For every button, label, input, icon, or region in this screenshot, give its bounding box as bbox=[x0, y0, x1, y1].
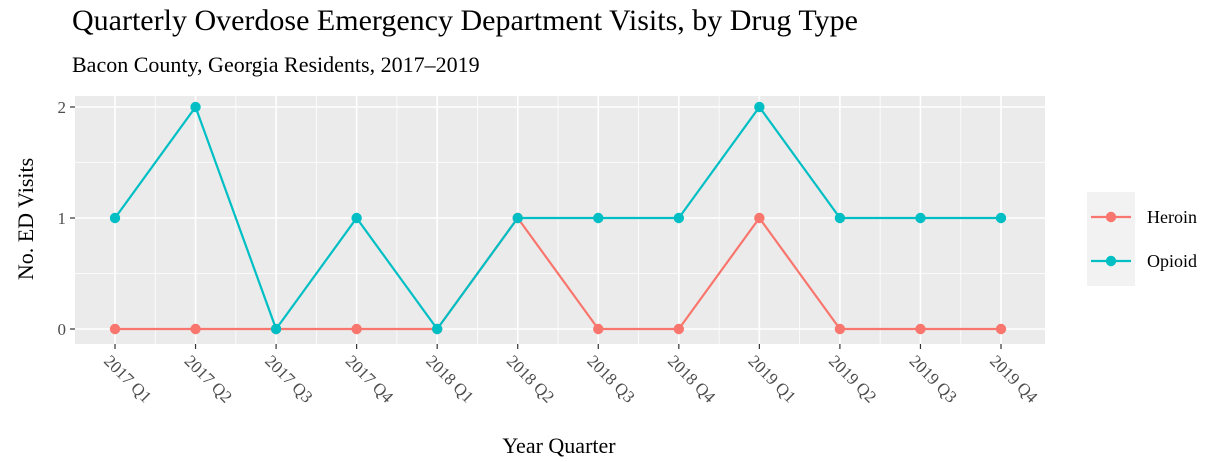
data-point-heroin bbox=[351, 323, 362, 335]
data-point-opioid bbox=[995, 212, 1007, 224]
data-point-opioid bbox=[109, 212, 121, 224]
y-tick-label: 0 bbox=[58, 320, 67, 339]
legend-label-heroin: Heroin bbox=[1147, 207, 1197, 227]
data-point-opioid bbox=[431, 323, 443, 335]
data-point-opioid bbox=[915, 212, 926, 224]
x-axis-title: Year Quarter bbox=[502, 433, 616, 458]
chart-subtitle: Bacon County, Georgia Residents, 2017–20… bbox=[72, 52, 480, 77]
legend: Heroin Opioid bbox=[1087, 192, 1197, 286]
data-point-opioid bbox=[270, 323, 282, 335]
chart-title: Quarterly Overdose Emergency Department … bbox=[72, 4, 858, 37]
x-tick-label: 2017 Q4 bbox=[342, 351, 398, 407]
minor-gridlines bbox=[75, 96, 1045, 344]
x-tick-label: 2017 Q2 bbox=[181, 351, 236, 406]
y-axis-title: No. ED Visits bbox=[13, 158, 38, 280]
data-point-heroin bbox=[673, 323, 685, 335]
data-point-heroin bbox=[834, 323, 846, 335]
legend-label-opioid: Opioid bbox=[1147, 251, 1197, 271]
data-point-heroin bbox=[190, 323, 201, 335]
data-point-heroin bbox=[109, 323, 121, 335]
x-tick-label: 2018 Q2 bbox=[503, 351, 558, 406]
x-tick-label: 2017 Q3 bbox=[261, 351, 316, 406]
series-layer bbox=[109, 101, 1007, 335]
y-tick-label: 1 bbox=[58, 209, 67, 228]
data-point-opioid bbox=[673, 212, 685, 224]
data-point-opioid bbox=[593, 212, 604, 224]
data-point-opioid bbox=[834, 212, 846, 224]
x-tick-label: 2019 Q2 bbox=[825, 351, 880, 406]
data-point-opioid bbox=[190, 101, 201, 113]
x-tick-label: 2019 Q1 bbox=[745, 351, 800, 406]
y-tick-labels: 0 1 2 bbox=[58, 98, 67, 339]
data-point-heroin bbox=[754, 212, 765, 224]
legend-key-point-opioid bbox=[1105, 255, 1117, 267]
data-point-opioid bbox=[351, 212, 362, 224]
x-tick-labels: 2017 Q1 2017 Q2 2017 Q3 2017 Q4 2018 Q1 2018 … bbox=[100, 351, 1042, 407]
x-tick-label: 2019 Q4 bbox=[986, 351, 1042, 407]
axis-ticks bbox=[70, 106, 1002, 349]
data-point-heroin bbox=[995, 323, 1007, 335]
x-tick-label: 2018 Q4 bbox=[664, 351, 720, 407]
x-tick-label: 2017 Q1 bbox=[100, 351, 155, 406]
plot-panel bbox=[75, 96, 1045, 344]
data-point-opioid bbox=[512, 212, 523, 224]
x-tick-label: 2019 Q3 bbox=[906, 351, 961, 406]
x-tick-label: 2018 Q1 bbox=[422, 351, 477, 406]
series-line-heroin bbox=[115, 216, 1001, 331]
legend-key-background bbox=[1087, 192, 1135, 286]
x-tick-label: 2018 Q3 bbox=[583, 351, 638, 406]
series-line-opioid bbox=[114, 105, 1001, 331]
legend-key-point-heroin bbox=[1105, 211, 1117, 223]
y-tick-label: 2 bbox=[58, 98, 67, 117]
data-point-heroin bbox=[593, 323, 604, 335]
data-point-heroin bbox=[915, 323, 926, 335]
data-point-opioid bbox=[754, 101, 765, 113]
